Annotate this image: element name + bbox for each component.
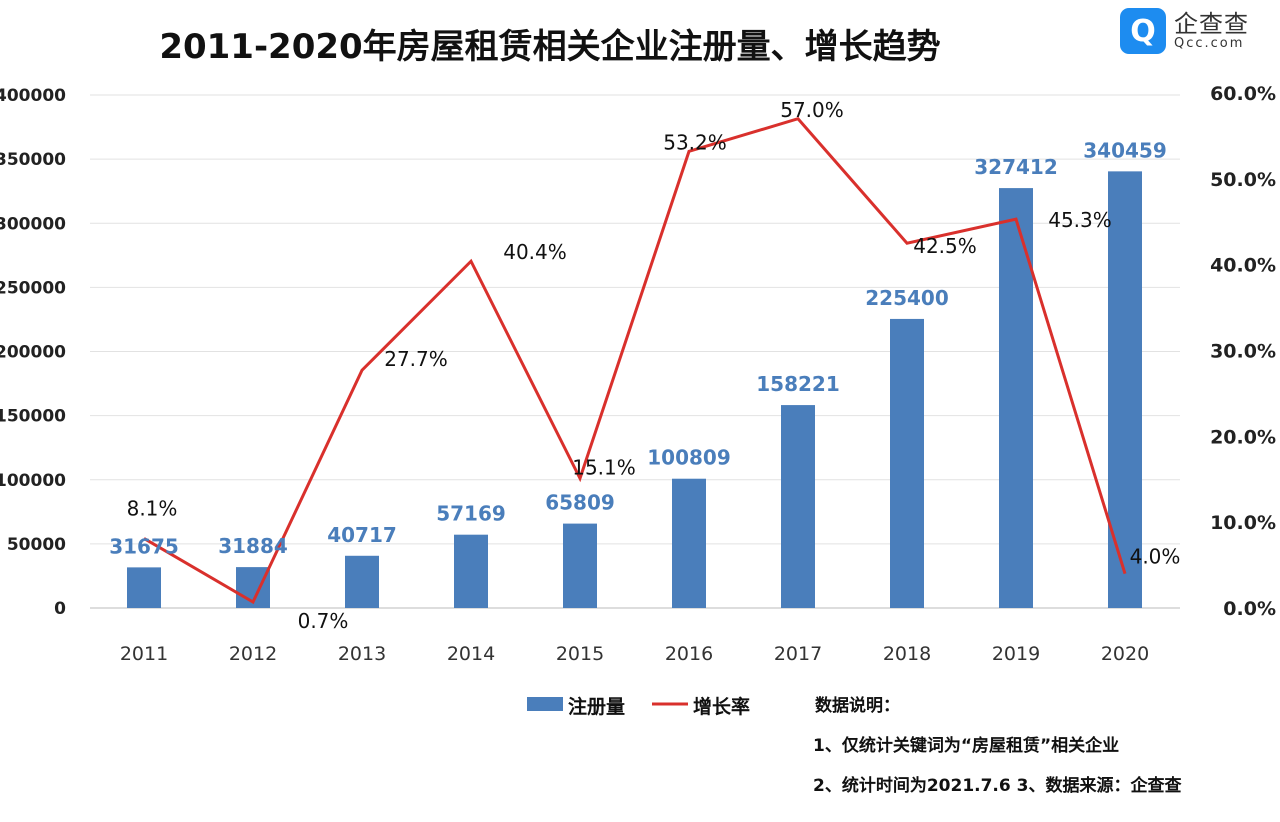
- y-left-tick-label: 50000: [7, 535, 66, 555]
- bar-value-label: 31675: [109, 534, 179, 558]
- x-tick-label: 2019: [992, 643, 1040, 665]
- y-right-tick-label: 30.0%: [1210, 341, 1276, 363]
- y-left-tick-label: 350000: [0, 150, 66, 170]
- y-right-tick-label: 40.0%: [1210, 255, 1276, 277]
- bar-value-label: 340459: [1083, 138, 1167, 162]
- bar-value-label: 65809: [545, 491, 615, 515]
- data-note: 数据说明：: [815, 695, 900, 716]
- rate-value-label: 27.7%: [384, 347, 448, 371]
- y-left-tick-label: 250000: [0, 278, 66, 298]
- y-left-tick-label: 100000: [0, 471, 66, 491]
- qcc-logo-icon: Q: [1120, 8, 1166, 54]
- logo-domain: Qcc.com: [1174, 36, 1245, 52]
- legend-bar-swatch: [527, 697, 563, 711]
- bar: [1108, 171, 1142, 608]
- bar: [890, 318, 924, 608]
- y-right-tick-label: 10.0%: [1210, 512, 1276, 534]
- y-right-tick-label: 20.0%: [1210, 426, 1276, 448]
- rate-value-label: 15.1%: [572, 455, 636, 479]
- bar-value-label: 327412: [974, 155, 1058, 179]
- y-left-tick-label: 400000: [0, 86, 66, 106]
- data-note: 2、统计时间为2021.7.6 3、数据来源：企查查: [813, 775, 1182, 796]
- y-left-tick-label: 150000: [0, 407, 66, 427]
- bar-value-label: 100809: [647, 446, 731, 470]
- bar-value-label: 225400: [865, 286, 949, 310]
- legend-bar-label: 注册量: [568, 695, 625, 718]
- rate-value-label: 40.4%: [503, 240, 567, 264]
- bar: [563, 523, 597, 608]
- x-tick-label: 2017: [774, 643, 822, 665]
- bar: [672, 478, 706, 608]
- y-left-tick-label: 200000: [0, 343, 66, 363]
- rate-value-label: 4.0%: [1130, 545, 1181, 569]
- bar: [781, 405, 815, 608]
- x-tick-label: 2011: [120, 643, 168, 665]
- y-right-tick-label: 50.0%: [1210, 169, 1276, 191]
- y-right-tick-label: 60.0%: [1210, 83, 1276, 105]
- bar: [127, 567, 161, 608]
- x-tick-label: 2020: [1101, 643, 1149, 665]
- x-tick-label: 2012: [229, 643, 277, 665]
- bar: [454, 534, 488, 608]
- data-note: 1、仅统计关键词为“房屋租赁”相关企业: [813, 735, 1119, 756]
- rate-value-label: 53.2%: [663, 130, 727, 154]
- bar: [345, 555, 379, 608]
- x-tick-label: 2014: [447, 643, 495, 665]
- chart-title: 2011-2020年房屋租赁相关企业注册量、增长趋势: [159, 27, 940, 67]
- x-tick-label: 2015: [556, 643, 604, 665]
- y-right-tick-label: 0.0%: [1223, 598, 1276, 620]
- legend-line-label: 增长率: [693, 695, 750, 718]
- y-left-tick-label: 300000: [0, 214, 66, 234]
- rate-value-label: 8.1%: [127, 496, 178, 520]
- bar-value-label: 31884: [218, 534, 288, 558]
- bar-value-label: 40717: [327, 523, 397, 547]
- growth-rate-line: [143, 117, 1127, 605]
- x-tick-label: 2016: [665, 643, 713, 665]
- rate-value-label: 57.0%: [780, 98, 844, 122]
- logo-name: 企查查: [1174, 9, 1249, 38]
- y-left-tick-label: 0: [54, 599, 66, 619]
- rate-value-label: 0.7%: [298, 609, 349, 633]
- bar-value-label: 158221: [756, 372, 840, 396]
- x-tick-label: 2013: [338, 643, 386, 665]
- rate-value-label: 42.5%: [913, 234, 977, 258]
- bar: [999, 188, 1033, 608]
- qcc-logo: Q 企查查 Qcc.com: [1120, 8, 1249, 54]
- rate-value-label: 45.3%: [1048, 208, 1112, 232]
- x-tick-label: 2018: [883, 643, 931, 665]
- bar-value-label: 57169: [436, 502, 506, 526]
